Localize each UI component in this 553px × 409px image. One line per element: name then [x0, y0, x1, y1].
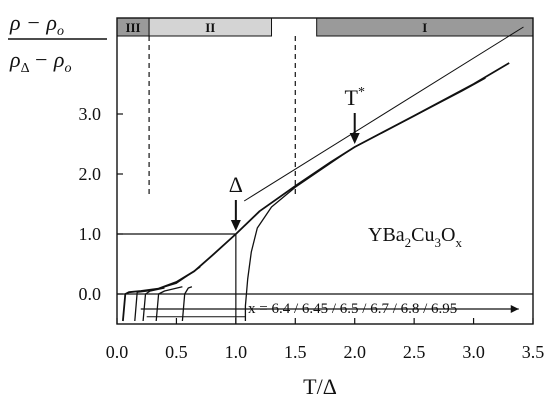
resistivity-curve-1 — [244, 77, 486, 321]
x-axis-ticks: 0.0 0.5 1.0 1.5 2.0 2.5 3.0 3.5 — [106, 318, 545, 362]
plot-frame — [116, 17, 534, 325]
x-tick-label: 1.0 — [225, 342, 248, 362]
resistivity-curve-5 — [155, 286, 183, 322]
composition-label: x = 6.4 / 6.45 / 6.5 / 6.7 / 6.8 / 6.95 — [248, 301, 457, 317]
y-axis-title-numerator: ρ − ρo — [9, 10, 64, 39]
annotation-label-2: T* — [344, 85, 364, 110]
y-axis-title: ρ − ρo ρΔ − ρo — [8, 10, 107, 76]
x-tick-label: 3.0 — [462, 342, 485, 362]
linear-fit-line — [243, 26, 524, 202]
annotations: Δ T* — [140, 85, 519, 318]
composition-arrow-head — [510, 305, 519, 313]
y-tick-label: 0.0 — [79, 284, 102, 304]
y-tick-label: 3.0 — [79, 104, 102, 124]
annotation-arrow-head-1 — [230, 220, 241, 231]
x-tick-label: 0.5 — [165, 342, 188, 362]
annotation-label-1: Δ — [229, 172, 243, 197]
annotation-superscript: * — [358, 85, 365, 100]
y-tick-label: 2.0 — [79, 164, 102, 184]
y-axis-ticks: 0.0 1.0 2.0 3.0 — [79, 104, 123, 304]
resistivity-curve-4 — [142, 287, 165, 322]
x-axis-title: T/Δ — [303, 374, 337, 399]
plot-border — [116, 17, 534, 325]
region-label-1: III — [125, 20, 140, 35]
resistivity-curves — [122, 26, 524, 322]
region-boundaries — [148, 36, 296, 195]
y-tick-label: 1.0 — [79, 224, 102, 244]
resistivity-curve-6 — [181, 286, 193, 322]
x-tick-label: 2.0 — [343, 342, 366, 362]
phase-region-band: III II I — [116, 17, 534, 37]
x-tick-label: 2.5 — [403, 342, 426, 362]
material-label: YBa2Cu3Ox — [368, 224, 462, 250]
x-tick-label: 1.5 — [284, 342, 307, 362]
y-axis-title-denominator: ρΔ − ρo — [9, 47, 71, 76]
annotation-arrow-head-2 — [349, 133, 360, 144]
region-label-3: I — [422, 20, 427, 35]
x-tick-label: 3.5 — [522, 342, 545, 362]
resistivity-curve-2 — [122, 62, 510, 322]
region-label-2: II — [205, 20, 215, 35]
x-tick-label: 0.0 — [106, 342, 129, 362]
